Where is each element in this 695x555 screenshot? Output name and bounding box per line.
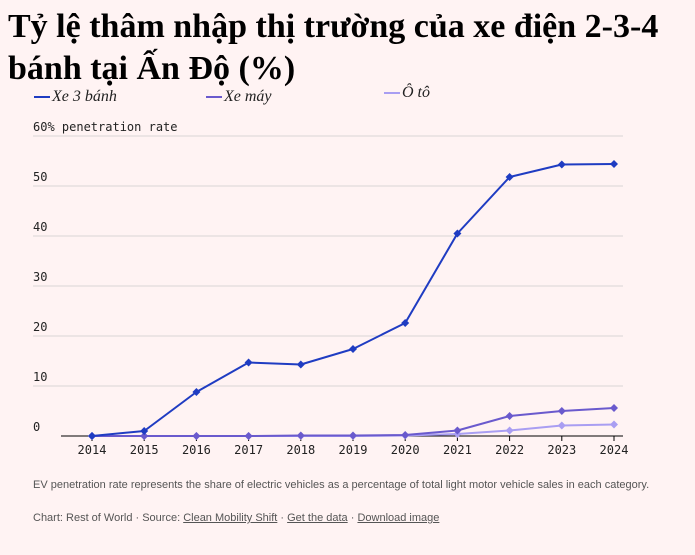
source-link[interactable]: Clean Mobility Shift [183, 512, 278, 524]
x-tick-label: 2021 [443, 443, 472, 457]
y-tick-label: 10 [33, 370, 47, 384]
x-tick-label: 2022 [495, 443, 524, 457]
legend-item-car: Ô tô [384, 84, 430, 102]
legend-item-3-wheeler: Xe 3 bánh [34, 88, 117, 106]
x-tick-label: 2020 [391, 443, 420, 457]
footnote: EV penetration rate represents the share… [33, 479, 650, 491]
x-tick-label: 2014 [78, 443, 107, 457]
download-image-link[interactable]: Download image [357, 512, 440, 524]
legend-swatch-motorbike [206, 96, 222, 98]
legend-label-motorbike: Xe máy [224, 88, 272, 105]
x-tick-label: 2023 [547, 443, 576, 457]
data-point [192, 388, 201, 396]
legend-item-motorbike: Xe máy [206, 88, 272, 106]
y-tick-label: 30 [33, 270, 47, 284]
data-point [610, 420, 618, 429]
x-tick-label: 2018 [286, 443, 315, 457]
x-tick-label: 2016 [182, 443, 211, 457]
legend-swatch-3-wheeler [34, 96, 50, 98]
data-point [557, 407, 566, 415]
data-point [401, 431, 410, 439]
data-point [192, 432, 201, 440]
get-data-link[interactable]: Get the data [287, 512, 348, 524]
series-line [91, 163, 615, 437]
data-point [505, 412, 514, 420]
data-point [296, 360, 305, 369]
data-point [140, 427, 149, 435]
x-tick-label: 2024 [600, 443, 629, 457]
x-tick-label: 2017 [234, 443, 263, 457]
credits-sep-1: · [277, 512, 288, 524]
legend: Xe 3 bánh Xe máy Ô tô [34, 84, 674, 112]
credits-sep-2: · [347, 512, 358, 524]
data-point [244, 358, 253, 367]
x-tick-label: 2019 [339, 443, 368, 457]
data-point [244, 432, 253, 440]
y-tick-label: 60% penetration rate [33, 120, 178, 134]
data-point [505, 173, 514, 181]
legend-label-car: Ô tô [402, 84, 430, 101]
credits-prefix: Chart: Rest of World · Source: [33, 512, 184, 524]
data-point [349, 431, 357, 440]
legend-swatch-car [384, 92, 400, 94]
y-tick-label: 50 [33, 170, 47, 184]
chart-title: Tỷ lệ thâm nhập thị trường của xe điện 2… [8, 8, 659, 87]
data-point [453, 229, 462, 238]
data-point [610, 160, 618, 168]
data-point [505, 426, 514, 435]
data-point [140, 432, 149, 440]
data-point [401, 319, 410, 327]
data-point [453, 426, 462, 435]
line-chart: 60% penetration rate 50 40 30 20 10 0 2014 2015 2… [33, 120, 629, 457]
data-point [296, 431, 305, 440]
y-tick-label: 0 [33, 420, 40, 434]
data-point [557, 421, 566, 430]
data-point [610, 404, 618, 412]
credits: Chart: Rest of World · Source: Clean Mob… [33, 511, 673, 525]
x-tick-label: 2015 [130, 443, 159, 457]
data-point [349, 345, 357, 353]
data-point [88, 432, 96, 440]
legend-label-3-wheeler: Xe 3 bánh [52, 88, 117, 105]
y-tick-label: 20 [33, 320, 47, 334]
y-tick-label: 40 [33, 220, 47, 234]
data-point [557, 160, 566, 169]
